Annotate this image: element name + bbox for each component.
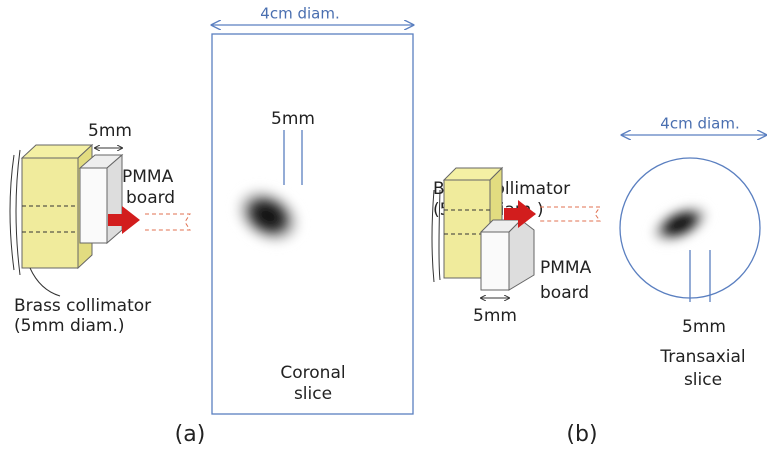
panel-a: 5mm PMMA board Brass collimator (5mm dia… bbox=[10, 5, 413, 448]
board-front bbox=[80, 168, 107, 243]
width-label: 4cm diam. bbox=[660, 115, 739, 133]
gap-label: 5mm bbox=[271, 109, 315, 129]
slice-label: Coronal bbox=[280, 363, 345, 383]
gap-label: 5mm bbox=[682, 317, 726, 337]
board-label: board bbox=[540, 283, 589, 303]
activity-blob bbox=[639, 191, 721, 258]
collimator-label: (5mm diam.) bbox=[14, 316, 125, 336]
thickness-label: 5mm bbox=[88, 121, 132, 141]
slice-label: slice bbox=[684, 370, 722, 390]
width-label: 4cm diam. bbox=[260, 5, 339, 23]
board-side bbox=[509, 220, 534, 290]
caption: (b) bbox=[566, 422, 597, 447]
board-front bbox=[481, 232, 509, 290]
board-label: board bbox=[126, 188, 175, 208]
collimator-edge bbox=[10, 150, 20, 275]
leader bbox=[30, 268, 60, 296]
slice-label: Transaxial bbox=[659, 347, 745, 367]
beam-path bbox=[540, 207, 600, 221]
figure: 5mm PMMA board Brass collimator (5mm dia… bbox=[0, 0, 767, 454]
activity-blob bbox=[218, 170, 317, 262]
beam-path bbox=[145, 214, 190, 230]
panel-b: Brass collimator (5mm diam.) PMMA board … bbox=[432, 115, 766, 448]
board-label: PMMA bbox=[540, 258, 592, 278]
collimator-label: Brass collimator bbox=[14, 296, 151, 316]
collimator-front bbox=[22, 158, 78, 268]
caption: (a) bbox=[175, 422, 206, 447]
board-side bbox=[107, 155, 122, 243]
slice-label: slice bbox=[294, 384, 332, 404]
thickness-label: 5mm bbox=[473, 306, 517, 326]
board-label: PMMA bbox=[122, 167, 174, 187]
